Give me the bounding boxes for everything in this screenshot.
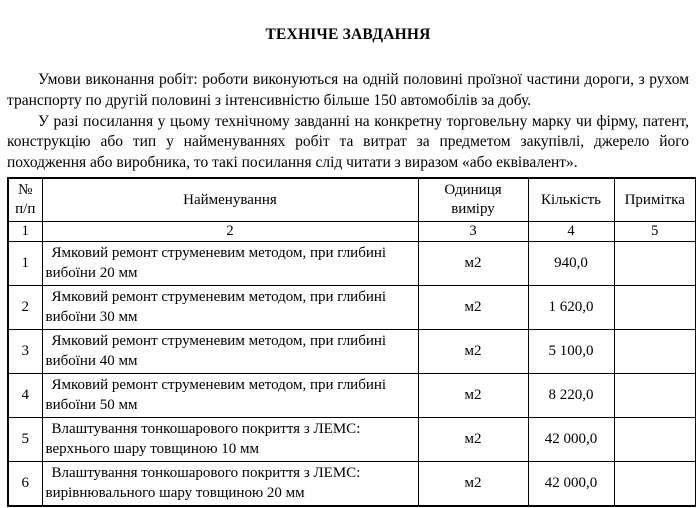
column-number: 3 [417,221,529,243]
note-cell [613,241,696,287]
table-row: 2 Ямковий ремонт струменевим методом, пр… [7,285,696,331]
quantity-cell: 42 000,0 [527,461,615,507]
unit-cell: м2 [417,329,529,375]
table-row: 3 Ямковий ремонт струменевим методом, пр… [7,329,696,375]
document-body: Умови виконання робіт: роботи виконуютьс… [7,70,689,174]
work-name-cell: Ямковий ремонт струменевим методом, при … [41,373,419,419]
column-number: 1 [7,221,43,243]
work-name-cell: Ямковий ремонт струменевим методом, при … [41,329,419,375]
column-number: 5 [613,221,696,243]
column-header-note: Примітка [613,177,696,223]
unit-cell: м2 [417,417,529,463]
table-header-row: № п/п Найменування Одиниця виміру Кількі… [7,177,696,223]
table-row: 4 Ямковий ремонт струменевим методом, пр… [7,373,696,419]
row-number-cell: 6 [7,461,43,507]
column-header-unit: Одиниця виміру [417,177,529,223]
column-header-quantity: Кількість [527,177,615,223]
quantity-cell: 8 220,0 [527,373,615,419]
document-title: ТЕХНІЧЕ ЗАВДАННЯ [265,26,431,43]
unit-cell: м2 [417,285,529,331]
column-header-name: Найменування [41,177,419,223]
note-cell [613,461,696,507]
paragraph-work-conditions: Умови виконання робіт: роботи виконуютьс… [7,71,689,109]
column-header-row-number: № п/п [7,177,43,223]
column-number: 4 [527,221,615,243]
column-number: 2 [41,221,419,243]
paragraph-equivalent-clause: У разі посилання у цьому технічному завд… [7,112,689,172]
work-name-cell: Ямковий ремонт струменевим методом, при … [41,285,419,331]
work-name-cell: Ямковий ремонт струменевим методом, при … [41,241,419,287]
unit-cell: м2 [417,373,529,419]
note-cell [613,329,696,375]
work-name-cell: Влаштування тонкошарового покриття з ЛЕМ… [41,417,419,463]
row-number-cell: 3 [7,329,43,375]
quantity-cell: 42 000,0 [527,417,615,463]
works-table: № п/п Найменування Одиниця виміру Кількі… [7,176,696,508]
note-cell [613,417,696,463]
quantity-cell: 1 620,0 [527,285,615,331]
note-cell [613,285,696,331]
row-number-cell: 5 [7,417,43,463]
row-number-cell: 2 [7,285,43,331]
table-row: 5 Влаштування тонкошарового покриття з Л… [7,417,696,463]
column-numbering-row: 1 2 3 4 5 [7,221,696,243]
quantity-cell: 940,0 [527,241,615,287]
row-number-cell: 1 [7,241,43,287]
note-cell [613,373,696,419]
work-name-cell: Влаштування тонкошарового покриття з ЛЕМ… [41,461,419,507]
unit-cell: м2 [417,461,529,507]
row-number-cell: 4 [7,373,43,419]
table-row: 1 Ямковий ремонт струменевим методом, пр… [7,241,696,287]
quantity-cell: 5 100,0 [527,329,615,375]
table-row: 6 Влаштування тонкошарового покриття з Л… [7,461,696,507]
unit-cell: м2 [417,241,529,287]
